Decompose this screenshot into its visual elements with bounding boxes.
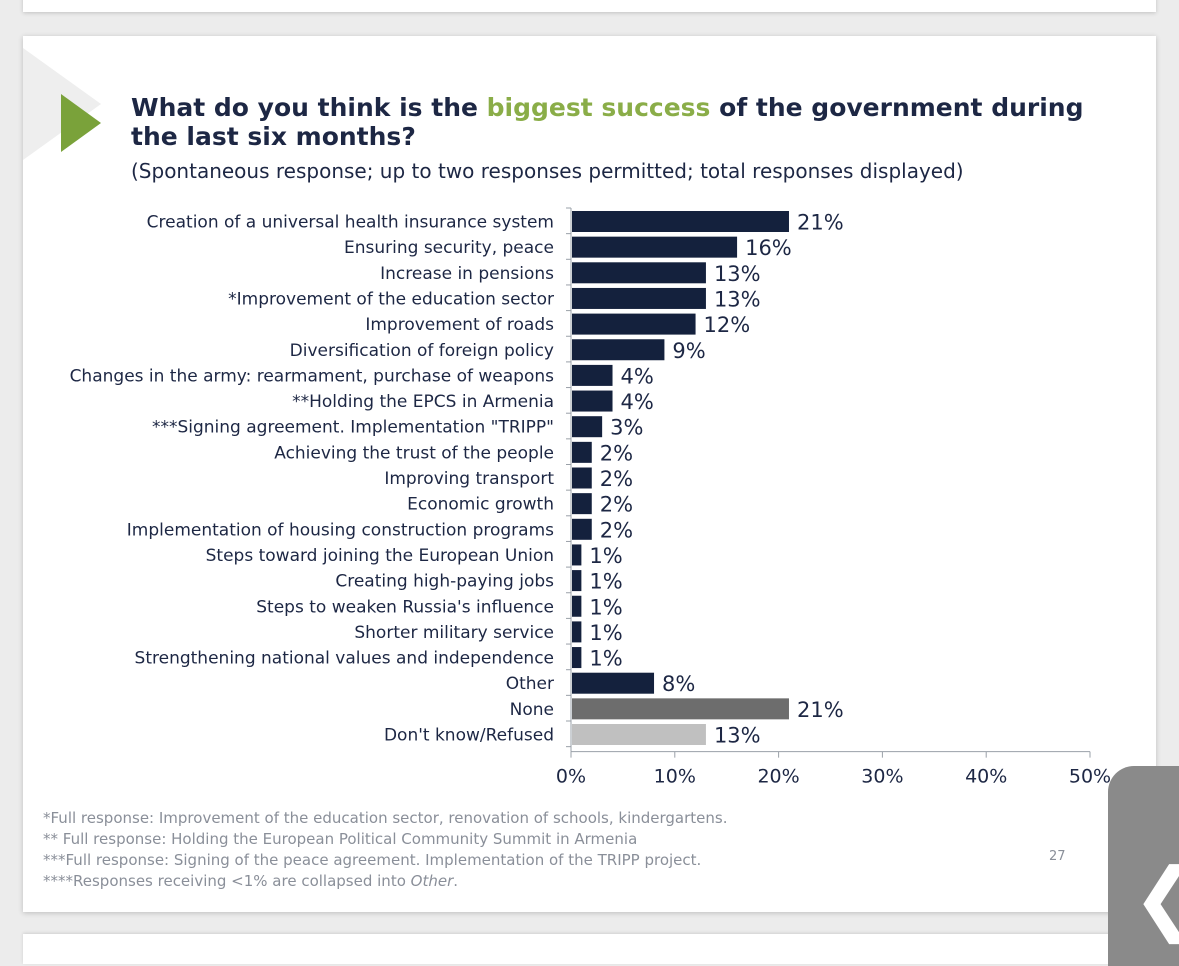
- category-label: Steps toward joining the European Union: [206, 546, 554, 566]
- category-label: Shorter military service: [354, 623, 554, 643]
- x-tick-label: 40%: [965, 766, 1007, 788]
- data-label: 13%: [714, 724, 761, 748]
- bar: [572, 339, 665, 361]
- bar: [572, 493, 592, 515]
- data-label: 21%: [797, 698, 844, 722]
- title-part-2: of the government during the last six mo…: [131, 93, 1084, 151]
- footnote-4: ****Responses receiving <1% are collapse…: [43, 871, 728, 892]
- data-label: 4%: [621, 364, 654, 388]
- data-label: 8%: [662, 672, 695, 696]
- side-panel-tab[interactable]: [1108, 766, 1179, 966]
- chevron-left-icon[interactable]: ❮: [1132, 858, 1179, 938]
- chart-subtitle: (Spontaneous response; up to two respons…: [131, 159, 964, 183]
- bar: [572, 621, 582, 643]
- category-label: Implementation of housing construction p…: [127, 520, 554, 540]
- data-label: 1%: [589, 621, 622, 645]
- bar-chart-svg: Creation of a universal health insurance…: [70, 207, 1111, 788]
- chart-title: What do you think is the biggest success…: [131, 93, 1111, 151]
- bar: [572, 236, 738, 258]
- bar: [572, 416, 603, 438]
- x-tick-label: 20%: [757, 766, 799, 788]
- bar: [572, 390, 613, 412]
- category-label: Economic growth: [407, 495, 554, 515]
- bar: [572, 313, 696, 335]
- bar: [572, 570, 582, 592]
- category-label: Diversification of foreign policy: [290, 341, 554, 361]
- category-label: *Improvement of the education sector: [228, 289, 554, 309]
- category-label: Steps to weaken Russia's influence: [256, 597, 554, 617]
- data-label: 1%: [589, 647, 622, 671]
- data-label: 2%: [600, 441, 633, 465]
- footnote-4-end: .: [453, 872, 459, 890]
- footnotes: *Full response: Improvement of the educa…: [43, 808, 728, 892]
- category-label: Other: [506, 674, 554, 694]
- bar: [572, 724, 706, 745]
- category-label: None: [510, 700, 554, 720]
- bar: [572, 262, 706, 284]
- category-label: Increase in pensions: [380, 264, 554, 284]
- category-label: Changes in the army: rearmament, purchas…: [70, 366, 555, 386]
- bar: [572, 595, 582, 617]
- bar: [572, 364, 613, 386]
- data-label: 13%: [714, 262, 761, 286]
- footnote-2: ** Full response: Holding the European P…: [43, 830, 638, 848]
- previous-slide-card: [23, 0, 1156, 12]
- data-label: 1%: [589, 595, 622, 619]
- category-label: Improvement of roads: [365, 315, 554, 335]
- bar: [572, 287, 706, 309]
- footnote-4-text: ****Responses receiving <1% are collapse…: [43, 872, 411, 890]
- data-label: 2%: [600, 467, 633, 491]
- data-label: 3%: [610, 416, 643, 440]
- play-icon: [61, 94, 101, 152]
- title-part-1: What do you think is the: [131, 93, 487, 122]
- data-label: 21%: [797, 211, 844, 235]
- x-tick-label: 50%: [1069, 766, 1111, 788]
- bar: [572, 518, 592, 540]
- data-label: 16%: [745, 236, 792, 260]
- category-label: Don't know/Refused: [384, 726, 554, 746]
- data-label: 1%: [589, 570, 622, 594]
- bar: [572, 441, 592, 463]
- data-label: 4%: [621, 390, 654, 414]
- category-label: ***Signing agreement. Implementation "TR…: [152, 418, 554, 438]
- x-tick-label: 0%: [556, 766, 586, 788]
- bar: [572, 647, 582, 669]
- data-label: 2%: [600, 493, 633, 517]
- data-label: 12%: [704, 313, 751, 337]
- bar: [572, 467, 592, 489]
- slide-card: What do you think is the biggest success…: [23, 36, 1156, 912]
- category-label: Creating high-paying jobs: [335, 572, 554, 592]
- footnote-1: *Full response: Improvement of the educa…: [43, 809, 728, 827]
- category-label: **Holding the EPCS in Armenia: [292, 392, 554, 412]
- footnote-4-italic: Other: [410, 872, 454, 890]
- category-label: Ensuring security, peace: [344, 238, 554, 258]
- next-slide-card: [23, 934, 1156, 964]
- category-label: Achieving the trust of the people: [274, 443, 554, 463]
- bar-chart: Creation of a universal health insurance…: [23, 202, 1156, 802]
- category-label: Improving transport: [384, 469, 554, 489]
- x-tick-label: 30%: [861, 766, 903, 788]
- page-number: 27: [1049, 849, 1066, 864]
- footnote-3: ***Full response: Signing of the peace a…: [43, 851, 702, 869]
- data-label: 2%: [600, 518, 633, 542]
- category-label: Creation of a universal health insurance…: [147, 213, 554, 233]
- bar: [572, 672, 655, 694]
- x-tick-label: 10%: [654, 766, 696, 788]
- bar: [572, 211, 789, 232]
- data-label: 1%: [589, 544, 622, 568]
- bar: [572, 544, 582, 566]
- category-label: Strengthening national values and indepe…: [135, 649, 554, 669]
- title-accent: biggest success: [486, 93, 711, 122]
- data-label: 13%: [714, 287, 761, 311]
- bar: [572, 698, 789, 720]
- data-label: 9%: [672, 339, 705, 363]
